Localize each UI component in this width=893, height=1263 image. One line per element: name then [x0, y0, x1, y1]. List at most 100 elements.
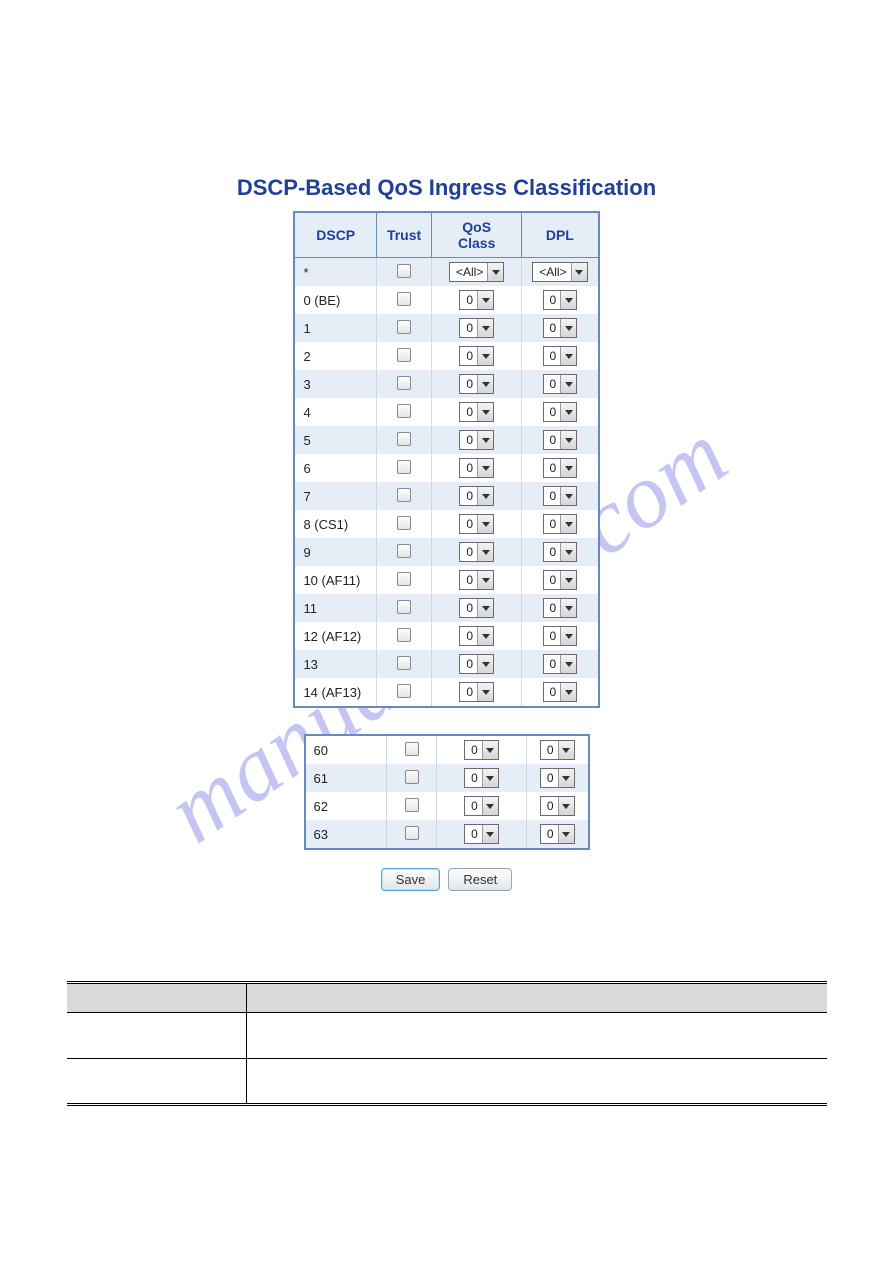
trust-checkbox[interactable] [397, 628, 411, 642]
dpl-select[interactable]: 0 [540, 824, 575, 844]
qos-select[interactable]: 0 [459, 346, 494, 366]
dscp-cell: 10 (AF11) [294, 566, 376, 594]
qos-select-value: 0 [460, 545, 477, 559]
trust-checkbox[interactable] [397, 656, 411, 670]
qos-select[interactable]: 0 [459, 542, 494, 562]
dropdown-icon [477, 375, 493, 393]
qos-select[interactable]: 0 [464, 796, 499, 816]
dpl-select[interactable]: 0 [543, 430, 578, 450]
qos-select[interactable]: 0 [464, 768, 499, 788]
dpl-select[interactable]: 0 [543, 542, 578, 562]
qos-select[interactable]: 0 [459, 290, 494, 310]
dpl-select[interactable]: 0 [543, 570, 578, 590]
qos-cell: 0 [432, 482, 522, 510]
trust-checkbox[interactable] [397, 432, 411, 446]
dscp-cell: 0 (BE) [294, 286, 376, 314]
dropdown-icon [558, 797, 574, 815]
trust-checkbox[interactable] [405, 798, 419, 812]
col-header-dpl: DPL [522, 212, 599, 258]
dscp-cell: 13 [294, 650, 376, 678]
qos-select[interactable]: 0 [459, 626, 494, 646]
dpl-select[interactable]: 0 [543, 598, 578, 618]
table-row: 6 0 0 [294, 454, 598, 482]
dpl-select[interactable]: 0 [543, 346, 578, 366]
dpl-select-all[interactable]: <All> [532, 262, 587, 282]
dpl-select-value: 0 [544, 601, 561, 615]
trust-checkbox-all[interactable] [397, 264, 411, 278]
trust-checkbox[interactable] [397, 348, 411, 362]
dscp-cell: 11 [294, 594, 376, 622]
trust-checkbox[interactable] [397, 488, 411, 502]
trust-checkbox[interactable] [405, 742, 419, 756]
trust-checkbox[interactable] [397, 292, 411, 306]
dscp-classification-table-continued: 6000610062006300 [304, 734, 590, 850]
qos-select[interactable]: 0 [459, 514, 494, 534]
dpl-select[interactable]: 0 [543, 514, 578, 534]
dpl-select[interactable]: 0 [543, 290, 578, 310]
dpl-cell: 0 [522, 426, 599, 454]
table-row: 6000 [305, 735, 589, 764]
qos-select-value: 0 [460, 601, 477, 615]
dpl-select[interactable]: 0 [543, 374, 578, 394]
dpl-select[interactable]: 0 [540, 796, 575, 816]
trust-checkbox[interactable] [397, 516, 411, 530]
trust-checkbox[interactable] [397, 376, 411, 390]
dpl-select-value: 0 [544, 657, 561, 671]
dropdown-icon [560, 487, 576, 505]
qos-select[interactable]: 0 [459, 402, 494, 422]
table-row: 12 (AF12)00 [294, 622, 598, 650]
table-row: 400 [294, 398, 598, 426]
dropdown-icon [560, 543, 576, 561]
qos-select[interactable]: 0 [459, 430, 494, 450]
dpl-select[interactable]: 0 [543, 402, 578, 422]
qos-select[interactable]: 0 [459, 654, 494, 674]
trust-cell [376, 650, 431, 678]
desc-header-1 [67, 983, 247, 1013]
trust-checkbox[interactable] [397, 684, 411, 698]
dpl-cell: 0 [522, 678, 599, 707]
dropdown-icon [477, 515, 493, 533]
qos-select-value: 0 [460, 461, 477, 475]
trust-checkbox[interactable] [397, 320, 411, 334]
qos-select[interactable]: 0 [464, 740, 499, 760]
qos-cell: 0 [437, 792, 527, 820]
table-row: 100 [294, 314, 598, 342]
reset-button[interactable]: Reset [448, 868, 512, 891]
dpl-select[interactable]: 0 [543, 318, 578, 338]
dpl-select[interactable]: 0 [543, 654, 578, 674]
qos-select[interactable]: 0 [459, 598, 494, 618]
dpl-select[interactable]: 0 [543, 458, 578, 478]
qos-select[interactable]: 0 [459, 570, 494, 590]
all-row-dscp: * [294, 258, 376, 287]
qos-select[interactable]: 0 [459, 458, 494, 478]
dpl-cell: 0 [527, 820, 589, 849]
save-button[interactable]: Save [381, 868, 441, 891]
trust-checkbox[interactable] [397, 600, 411, 614]
qos-select[interactable]: 0 [459, 486, 494, 506]
dscp-cell: 6 [294, 454, 376, 482]
table-row: 11 0 0 [294, 594, 598, 622]
qos-select[interactable]: 0 [464, 824, 499, 844]
qos-select[interactable]: 0 [459, 682, 494, 702]
dropdown-icon [477, 487, 493, 505]
trust-checkbox[interactable] [397, 404, 411, 418]
dpl-select[interactable]: 0 [543, 486, 578, 506]
qos-select-value: 0 [460, 629, 477, 643]
dpl-select[interactable]: 0 [543, 682, 578, 702]
qos-select-all[interactable]: <All> [449, 262, 504, 282]
trust-checkbox[interactable] [405, 826, 419, 840]
qos-select[interactable]: 0 [459, 374, 494, 394]
dpl-select[interactable]: 0 [540, 768, 575, 788]
dscp-cell: 8 (CS1) [294, 510, 376, 538]
trust-checkbox[interactable] [397, 460, 411, 474]
qos-cell: 0 [432, 398, 522, 426]
dpl-select[interactable]: 0 [540, 740, 575, 760]
dpl-cell: 0 [522, 510, 599, 538]
trust-checkbox[interactable] [405, 770, 419, 784]
trust-checkbox[interactable] [397, 572, 411, 586]
qos-select[interactable]: 0 [459, 318, 494, 338]
dpl-cell: 0 [522, 482, 599, 510]
qos-select-value: 0 [465, 771, 482, 785]
trust-checkbox[interactable] [397, 544, 411, 558]
dpl-select[interactable]: 0 [543, 626, 578, 646]
